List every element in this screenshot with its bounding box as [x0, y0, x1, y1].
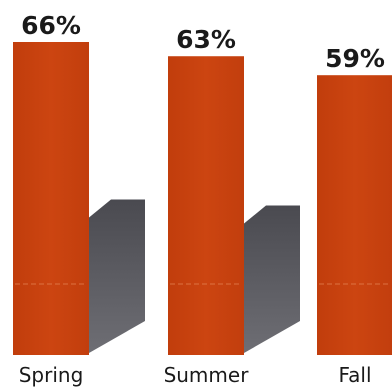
value-label-fall: 59% [325, 44, 385, 73]
value-label-spring: 66% [21, 11, 81, 40]
bar-shadow-spring [89, 199, 145, 353]
bar-shadow-summer [244, 205, 300, 353]
bar-fall [317, 75, 392, 356]
category-label-fall: Fall [338, 363, 371, 387]
bar-summer [168, 56, 244, 356]
bar-spring [13, 42, 89, 355]
category-label-spring: Spring [19, 363, 84, 387]
category-label-summer: Summer [164, 363, 250, 387]
value-label-summer: 63% [176, 25, 236, 54]
